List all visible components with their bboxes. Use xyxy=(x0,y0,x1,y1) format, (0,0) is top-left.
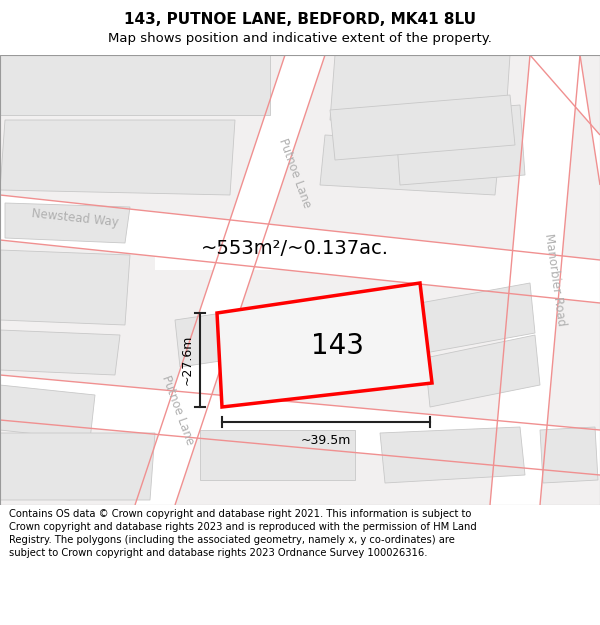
Polygon shape xyxy=(395,105,525,185)
Polygon shape xyxy=(0,55,600,505)
Polygon shape xyxy=(0,250,130,325)
Text: Map shows position and indicative extent of the property.: Map shows position and indicative extent… xyxy=(108,32,492,45)
Polygon shape xyxy=(380,427,525,483)
Polygon shape xyxy=(425,335,540,407)
Text: Newstead Way: Newstead Way xyxy=(31,207,119,229)
Text: Manorbier Road: Manorbier Road xyxy=(542,233,568,327)
Text: 143: 143 xyxy=(311,332,364,361)
Polygon shape xyxy=(0,375,600,475)
Polygon shape xyxy=(175,303,295,367)
Text: ~39.5m: ~39.5m xyxy=(301,434,351,447)
Polygon shape xyxy=(217,283,432,407)
Polygon shape xyxy=(0,195,600,303)
Polygon shape xyxy=(135,55,325,505)
Text: Putnoe Lane: Putnoe Lane xyxy=(160,373,197,447)
Polygon shape xyxy=(0,120,235,195)
Polygon shape xyxy=(0,433,155,500)
Polygon shape xyxy=(0,330,120,375)
Polygon shape xyxy=(490,55,580,505)
Polygon shape xyxy=(330,55,510,130)
Text: Putnoe Lane: Putnoe Lane xyxy=(277,136,314,209)
Polygon shape xyxy=(420,283,535,353)
Polygon shape xyxy=(155,240,300,270)
Polygon shape xyxy=(320,135,500,195)
Polygon shape xyxy=(540,427,598,483)
Text: ~553m²/~0.137ac.: ~553m²/~0.137ac. xyxy=(201,239,389,258)
Polygon shape xyxy=(5,203,130,243)
Polygon shape xyxy=(200,430,355,480)
Polygon shape xyxy=(0,385,95,440)
Text: Contains OS data © Crown copyright and database right 2021. This information is : Contains OS data © Crown copyright and d… xyxy=(9,509,477,558)
Polygon shape xyxy=(0,445,75,500)
Polygon shape xyxy=(0,55,270,115)
Text: 143, PUTNOE LANE, BEDFORD, MK41 8LU: 143, PUTNOE LANE, BEDFORD, MK41 8LU xyxy=(124,12,476,27)
Polygon shape xyxy=(330,95,515,160)
Polygon shape xyxy=(300,297,385,360)
Text: ~27.6m: ~27.6m xyxy=(181,335,194,385)
Polygon shape xyxy=(530,55,600,185)
